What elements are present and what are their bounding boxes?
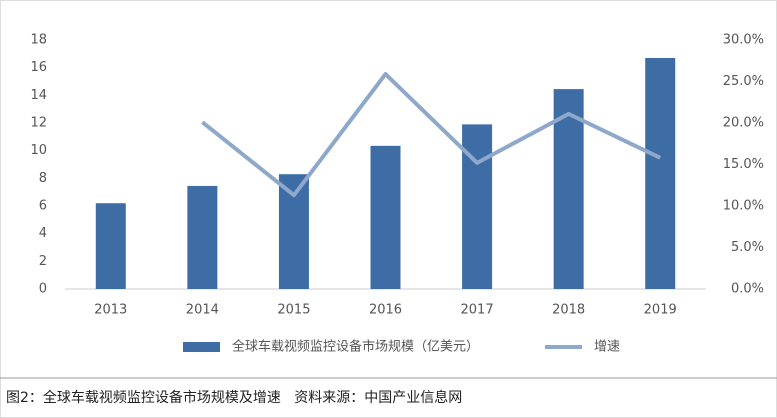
y2-tick-label: 15.0% [723,157,764,172]
y-tick-label: 8 [39,171,47,186]
y2-tick-label: 20.0% [723,116,764,131]
y-tick-label: 18 [30,33,47,48]
y-tick-label: 10 [30,143,47,158]
bar [278,174,309,289]
y2-tick-label: 5.0% [731,240,764,255]
x-tick-label: 2016 [369,303,402,318]
bar [370,145,401,289]
x-tick-label: 2013 [94,303,127,318]
x-tick-label: 2015 [277,303,310,318]
y2-tick-label: 10.0% [723,199,764,214]
y2-tick-label: 30.0% [723,33,764,48]
legend-swatch [183,342,220,352]
caption: 图2：全球车载视频监控设备市场规模及增速 资料来源：中国产业信息网 [6,389,462,406]
x-tick-label: 2017 [461,303,494,318]
x-tick-label: 2019 [644,303,677,318]
bar [95,203,126,289]
bar [553,89,584,289]
y-tick-label: 14 [30,88,47,103]
y-tick-label: 0 [39,282,47,297]
legend-label: 增速 [594,340,620,355]
y-tick-label: 6 [39,199,47,214]
y-tick-label: 16 [30,60,47,75]
x-tick-label: 2014 [186,303,219,318]
y-tick-label: 4 [39,226,47,241]
y-tick-label: 2 [39,254,47,269]
bar [462,124,493,289]
bar [187,185,218,289]
legend-label: 全球车载视频监控设备市场规模（亿美元） [232,339,479,355]
y-tick-label: 12 [30,116,47,131]
line [201,72,662,198]
y2-tick-label: 25.0% [723,74,764,89]
bar [645,57,676,289]
x-tick-label: 2018 [552,303,585,318]
y2-tick-label: 0.0% [731,282,764,297]
